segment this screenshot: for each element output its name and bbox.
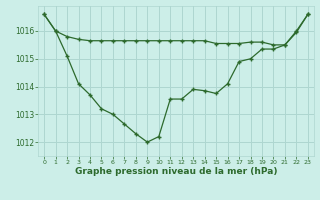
X-axis label: Graphe pression niveau de la mer (hPa): Graphe pression niveau de la mer (hPa) [75, 167, 277, 176]
